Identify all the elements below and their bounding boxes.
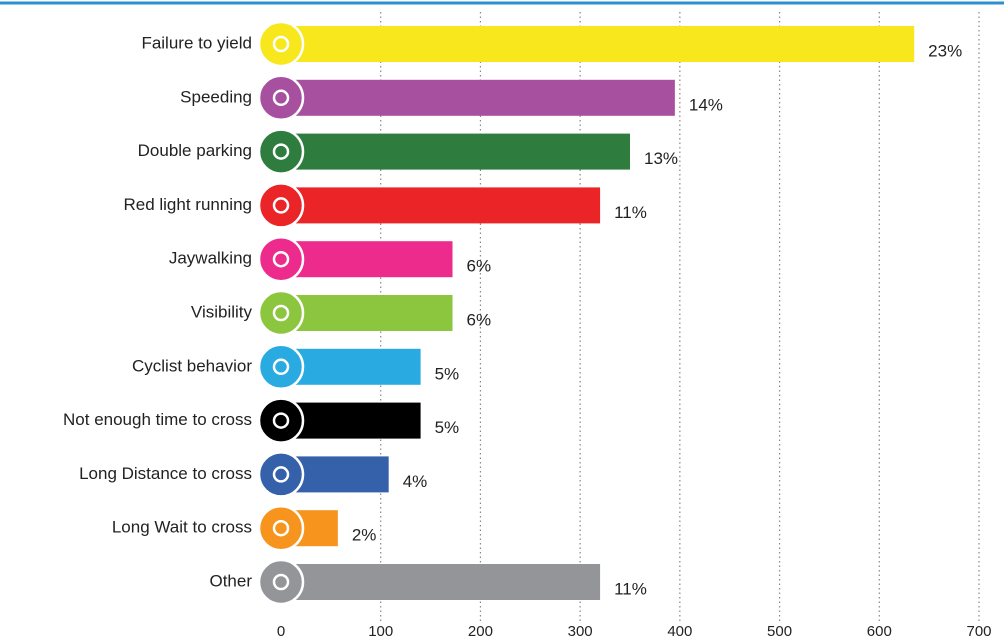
value-label: 4%: [403, 472, 428, 491]
icon-glyph: [272, 250, 290, 268]
x-tick-label: 600: [867, 623, 892, 640]
category-icon: [257, 128, 305, 175]
category-label: Red light running: [123, 195, 252, 214]
value-label: 5%: [435, 418, 460, 437]
x-tick-label: 700: [966, 623, 991, 640]
category-icon: [257, 558, 305, 606]
icon-glyph: [272, 573, 290, 591]
category-icon: [257, 397, 305, 444]
icon-glyph: [272, 197, 290, 214]
value-label: 23%: [928, 41, 962, 60]
bar: [281, 133, 630, 170]
value-label: 2%: [352, 526, 377, 545]
category-label: Speeding: [180, 87, 252, 106]
category-label: Other: [209, 571, 252, 590]
value-label: 11%: [614, 579, 647, 598]
icon-glyph: [272, 358, 290, 376]
category-label: Not enough time to cross: [63, 410, 252, 429]
icon-glyph: [272, 89, 290, 107]
bar: [281, 241, 453, 278]
icon-glyph: [272, 412, 290, 429]
value-label: 6%: [467, 310, 492, 329]
category-icon: [257, 289, 305, 337]
x-tick-label: 400: [667, 623, 692, 640]
bar: [281, 79, 675, 116]
icon-glyph: [272, 304, 290, 322]
category-icon: [257, 74, 305, 122]
category-label: Long Distance to cross: [79, 464, 252, 483]
bars: [257, 20, 915, 606]
value-label: 5%: [435, 364, 460, 383]
bar: [281, 564, 601, 600]
bar: [281, 26, 915, 62]
value-label: 11%: [614, 203, 647, 222]
category-icon: [257, 20, 305, 68]
category-icon: [257, 182, 305, 229]
bar: [281, 402, 421, 439]
x-tick-label: 200: [468, 623, 493, 640]
icon-glyph: [272, 35, 290, 53]
category-label: Double parking: [138, 141, 252, 160]
x-tick-label: 300: [568, 623, 593, 640]
value-label: 13%: [644, 149, 678, 168]
value-label: 6%: [467, 257, 492, 276]
x-tick-label: 0: [277, 623, 285, 640]
icon-glyph: [272, 143, 290, 160]
x-tick-label: 500: [767, 623, 792, 640]
category-label: Jaywalking: [169, 249, 252, 268]
category-icon: [257, 343, 305, 391]
bar: [281, 348, 421, 385]
category-label: Failure to yield: [141, 33, 252, 52]
x-tick-label: 100: [368, 623, 393, 640]
category-label: Cyclist behavior: [132, 356, 252, 375]
icon-glyph: [272, 519, 290, 537]
category-icon: [257, 504, 305, 552]
value-label: 14%: [689, 95, 723, 114]
bar: [281, 295, 453, 331]
category-icon: [257, 451, 305, 498]
category-label: Long Wait to cross: [112, 518, 252, 537]
category-icon: [257, 235, 305, 283]
category-label: Visibility: [191, 302, 253, 321]
bar: [281, 187, 601, 224]
icon-glyph: [272, 466, 290, 483]
